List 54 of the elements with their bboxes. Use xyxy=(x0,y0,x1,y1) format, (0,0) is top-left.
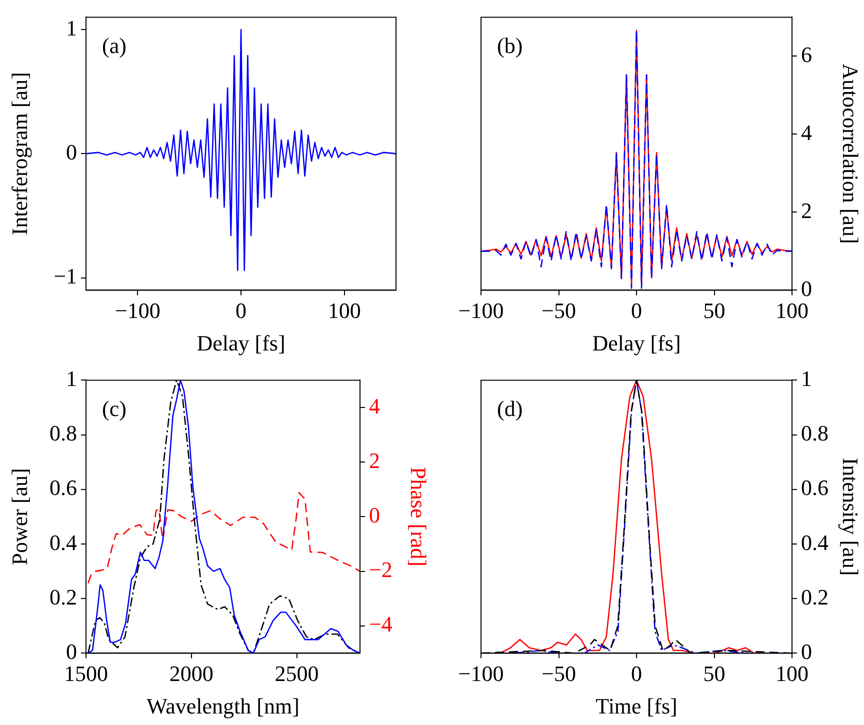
y2-tick-label: 6 xyxy=(801,42,812,67)
y2-axis-title: Intensity [au] xyxy=(838,458,864,576)
y-tick-label: −1 xyxy=(54,264,77,289)
annotation: (c) xyxy=(102,396,126,422)
x-tick-label: 0 xyxy=(631,661,642,686)
y2-tick-label: 4 xyxy=(801,120,812,145)
y2-tick-label: 0.6 xyxy=(801,475,828,500)
y-tick-label: 0.4 xyxy=(50,530,77,555)
annotation: (a) xyxy=(102,33,126,58)
x-tick-label: 100 xyxy=(328,298,361,324)
x-tick-label: 100 xyxy=(776,661,808,686)
y2-tick-label: 0 xyxy=(369,502,380,528)
y-tick-label: 0.2 xyxy=(50,584,77,610)
y-axis-title: Power [au] xyxy=(6,468,32,566)
y2-tick-label: 0.8 xyxy=(801,420,828,446)
x-axis-title: Time [fs] xyxy=(596,694,678,719)
y-tick-label: 0 xyxy=(66,139,77,164)
x-tick-label: −50 xyxy=(542,298,576,324)
y2-tick-label: 1 xyxy=(801,366,812,391)
x-tick-label: 0 xyxy=(236,298,246,324)
annotation: (d) xyxy=(497,396,523,422)
x-tick-label: 0 xyxy=(631,298,642,324)
x-axis-title: Delay [fs] xyxy=(592,330,681,356)
y2-tick-label: 0.2 xyxy=(801,584,828,610)
y2-axis-title: Phase [rad] xyxy=(406,466,432,566)
x-tick-label: −100 xyxy=(458,661,504,686)
y2-tick-label: 2 xyxy=(801,198,812,223)
y2-axis-title: Autocorrelation [au] xyxy=(838,64,864,244)
x-tick-label: 1500 xyxy=(64,661,108,686)
x-tick-label: 50 xyxy=(703,661,726,686)
y-tick-label: 0.8 xyxy=(50,420,77,446)
x-tick-label: 50 xyxy=(703,298,726,324)
x-tick-label: −100 xyxy=(114,298,160,324)
y2-tick-label: 4 xyxy=(369,393,380,418)
y-tick-label: 0 xyxy=(66,638,77,664)
x-tick-label: 100 xyxy=(776,298,808,324)
y2-tick-label: −2 xyxy=(369,557,392,582)
x-tick-label: 2000 xyxy=(169,661,214,686)
y2-tick-label: 0.4 xyxy=(801,530,828,555)
line-series xyxy=(87,492,360,584)
x-tick-label: −100 xyxy=(458,298,504,324)
x-tick-label: −50 xyxy=(542,661,576,686)
x-tick-label: 2500 xyxy=(274,661,319,686)
y-tick-label: 1 xyxy=(66,15,77,40)
y2-tick-label: 0 xyxy=(801,638,812,664)
x-axis-title: Wavelength [nm] xyxy=(146,694,300,719)
y-tick-label: 0.6 xyxy=(50,475,77,500)
y2-tick-label: −4 xyxy=(369,612,392,637)
y-axis-title: Interferogram [au] xyxy=(6,72,32,236)
x-axis-title: Delay [fs] xyxy=(196,330,286,356)
y2-tick-label: 0 xyxy=(801,276,812,301)
y-tick-label: 1 xyxy=(66,366,77,391)
annotation: (b) xyxy=(497,33,523,58)
y2-tick-label: 2 xyxy=(369,448,380,473)
